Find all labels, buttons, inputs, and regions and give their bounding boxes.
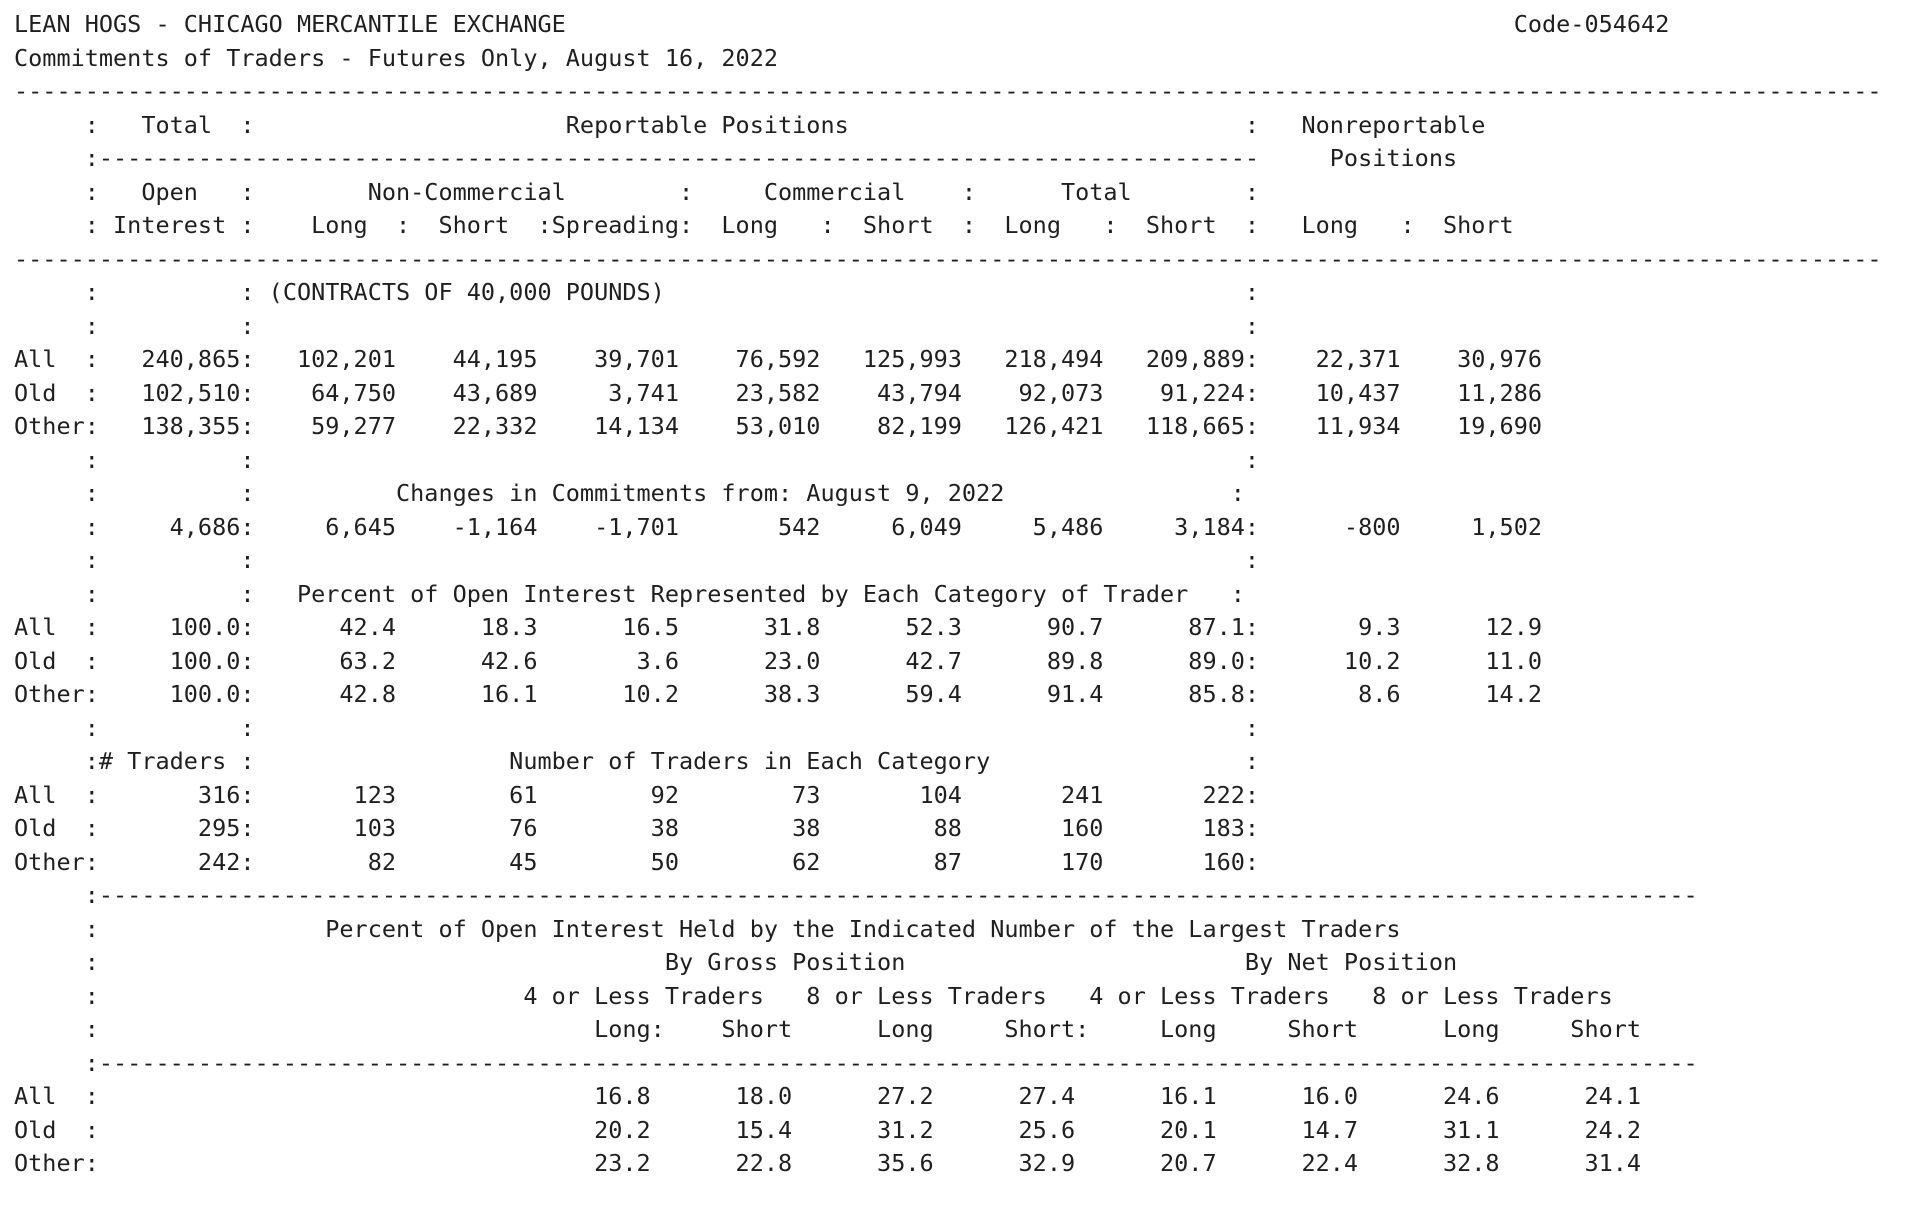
unit-note-line: : : (CONTRACTS OF 40,000 POUNDS) :: [14, 278, 1260, 306]
row-old-concentration: Old : 20.2 15.4 31.2 25.6 20.1 14.7 31.1…: [14, 1115, 1642, 1144]
spacer-line: : : :: [14, 546, 1260, 574]
row-all-traders: All : 316: 123 61 92 73 104 241 222:: [14, 780, 1260, 809]
row-all-percent: All : 100.0: 42.4 18.3 16.5 31.8 52.3 90…: [14, 613, 1543, 641]
separator-line-inner: :---------------------------------------…: [14, 1048, 1698, 1077]
row-all-commitments: All : 240,865: 102,201 44,195 39,701 76,…: [14, 345, 1543, 373]
row-old-percent: Old : 100.0: 63.2 42.6 3.6 23.0 42.7 89.…: [14, 646, 1543, 675]
row-other-traders: Other: 242: 82 45 50 62 87 170 160:: [14, 847, 1260, 876]
spacer-line: : : :: [14, 311, 1260, 340]
row-other-concentration: Other: 23.2 22.8 35.6 32.9 20.7 22.4 32.…: [14, 1149, 1642, 1177]
header-group-line: : Total : Reportable Positions : Nonrepo…: [14, 110, 1486, 139]
subtitle-line: Commitments of Traders - Futures Only, A…: [14, 43, 779, 72]
spacer-line: : : :: [14, 445, 1260, 474]
header-columns-line: : Interest : Long : Short :Spreading: Lo…: [14, 211, 1514, 239]
header-group-line2: :---------------------------------------…: [14, 144, 1458, 172]
traders-heading-line: :# Traders : Number of Traders in Each C…: [14, 747, 1260, 775]
spacer-line: : : :: [14, 713, 1260, 742]
concentration-subgroup-line: : 4 or Less Traders 8 or Less Traders 4 …: [14, 981, 1613, 1010]
title-line: LEAN HOGS - CHICAGO MERCANTILE EXCHANGE …: [14, 10, 1670, 38]
row-changes-values: : 4,686: 6,645 -1,164 -1,701 542 6,049 5…: [14, 512, 1543, 541]
report-text: LEAN HOGS - CHICAGO MERCANTILE EXCHANGE …: [14, 10, 1882, 1177]
separator-line: ----------------------------------------…: [14, 77, 1882, 105]
concentration-groups-line: : By Gross Position By Net Position: [14, 948, 1458, 976]
row-other-percent: Other: 100.0: 42.8 16.1 10.2 38.3 59.4 9…: [14, 680, 1543, 708]
changes-heading-line: : : Changes in Commitments from: August …: [14, 479, 1245, 507]
separator-line-inner: :---------------------------------------…: [14, 881, 1698, 909]
row-old-traders: Old : 295: 103 76 38 38 88 160 183:: [14, 814, 1260, 842]
row-old-commitments: Old : 102,510: 64,750 43,689 3,741 23,58…: [14, 378, 1543, 407]
concentration-columns-line: : Long: Short Long Short: Long Short Lon…: [14, 1015, 1642, 1043]
cot-report-page: LEAN HOGS - CHICAGO MERCANTILE EXCHANGE …: [14, 10, 1882, 1177]
header-category-line: : Open : Non-Commercial : Commercial : T…: [14, 177, 1260, 206]
row-other-commitments: Other: 138,355: 59,277 22,332 14,134 53,…: [14, 412, 1543, 440]
row-all-concentration: All : 16.8 18.0 27.2 27.4 16.1 16.0 24.6…: [14, 1082, 1642, 1110]
concentration-heading-line: : Percent of Open Interest Held by the I…: [14, 914, 1401, 943]
percent-heading-line: : : Percent of Open Interest Represented…: [14, 579, 1245, 608]
separator-line: ----------------------------------------…: [14, 244, 1882, 273]
